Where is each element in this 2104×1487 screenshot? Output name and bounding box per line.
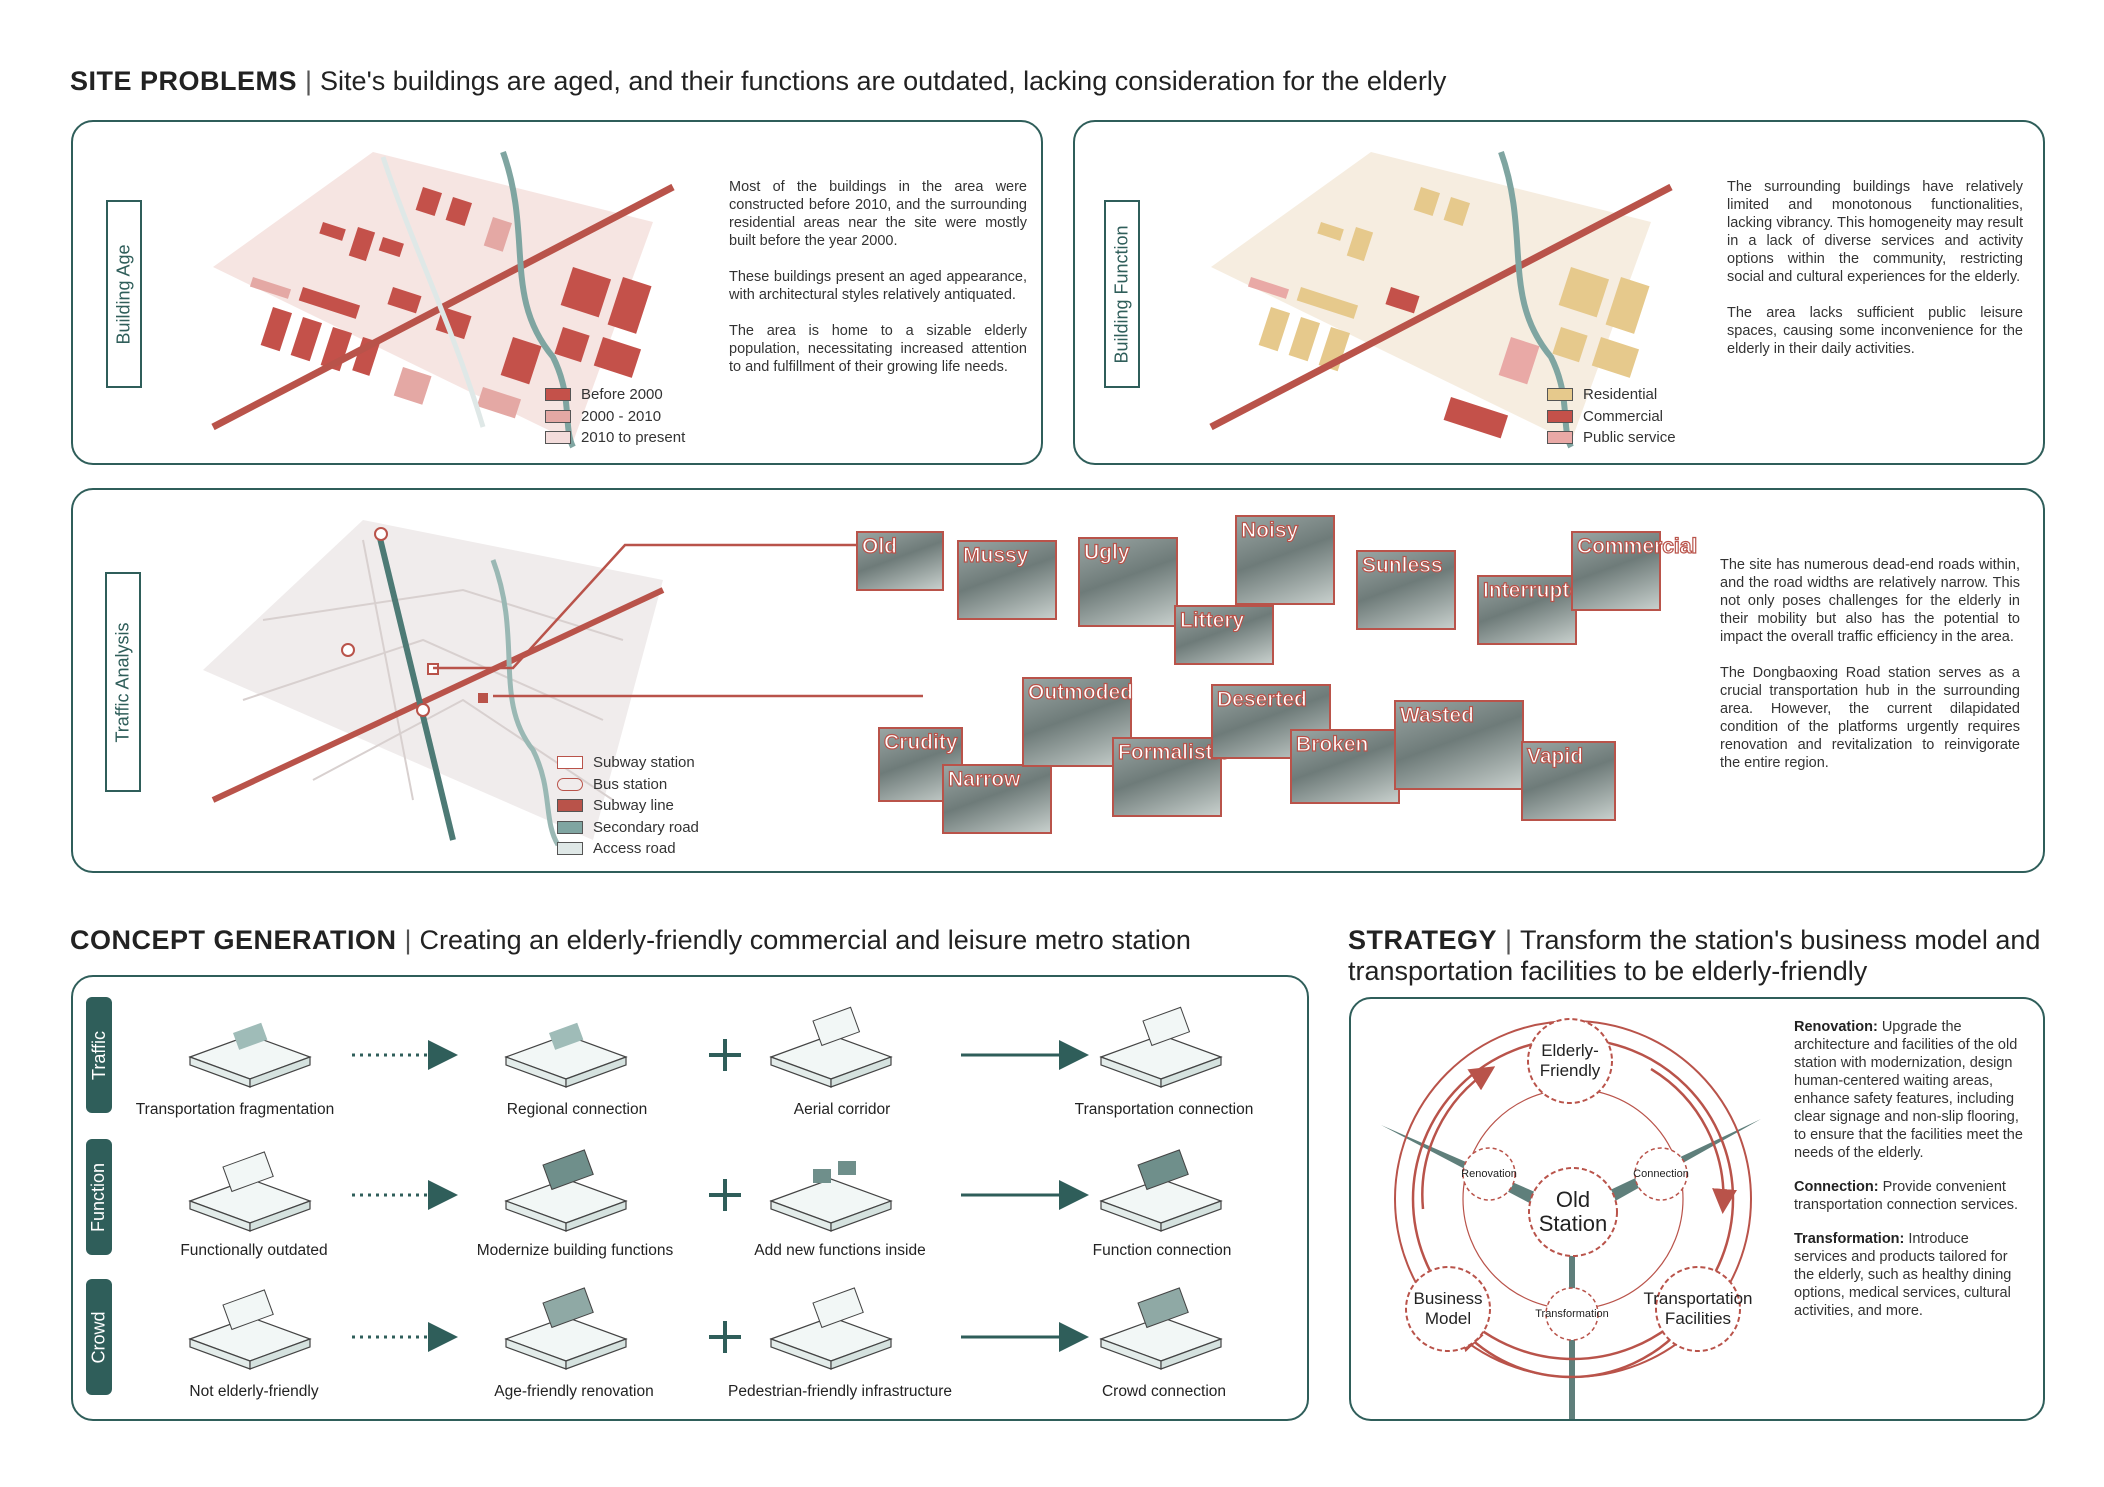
building-age-label: Building Age [106, 200, 142, 388]
strategy-item: Renovation: Upgrade the architecture and… [1794, 1019, 2023, 1161]
photo-broken: Broken [1290, 729, 1400, 804]
legend-item: Access road [557, 838, 699, 860]
concept-label: Add new functions inside [754, 1242, 926, 1259]
concept-label: Function connection [1092, 1242, 1232, 1259]
strategy-item: Transformation: Introduce services and p… [1794, 1231, 2012, 1319]
legend-item: Public service [1547, 427, 1676, 449]
concept-subtitle: Creating an elderly-friendly commercial … [419, 925, 1191, 955]
legend-item: Bus station [557, 774, 699, 796]
building-function-legend: Residential Commercial Public service [1547, 384, 1676, 449]
concept-label: Aerial corridor [793, 1101, 891, 1118]
concept-label: Transportation fragmentation [135, 1101, 335, 1118]
strategy-subtitle-line1: Transform the station's business model a… [1520, 925, 2041, 955]
concept-panel: Traffic Function Crowd [71, 975, 1309, 1421]
traffic-analysis-panel: Traffic Analysis Subway station Bus stat… [71, 488, 2045, 873]
concept-label: Functionally outdated [180, 1242, 328, 1259]
legend-item: Residential [1547, 384, 1676, 406]
photo-sunless: Sunless [1356, 550, 1456, 630]
concept-label: Transportation connection [1074, 1101, 1254, 1118]
tab-function: Function [86, 1139, 112, 1255]
legend-item: Commercial [1547, 406, 1676, 428]
photo-narrow: Narrow [942, 764, 1052, 834]
photo-old: Old [856, 531, 944, 591]
legend-item: 2000 - 2010 [545, 406, 685, 428]
node-renovation: Renovation [1461, 1168, 1517, 1180]
concept-heading: CONCEPT GENERATION | Creating an elderly-f… [70, 925, 1191, 955]
concept-diagram [189, 1006, 1222, 1370]
traffic-legend: Subway station Bus station Subway line S… [557, 752, 699, 860]
photo-commercial: Commercial [1571, 531, 1698, 611]
site-problems-title: SITE PROBLEMS [70, 66, 298, 96]
photo-formalistic: Formalistic [1112, 737, 1231, 817]
building-age-legend: Before 2000 2000 - 2010 2010 to present [545, 384, 685, 449]
legend-item: Subway line [557, 795, 699, 817]
concept-title: CONCEPT GENERATION [70, 925, 397, 955]
legend-item: Subway station [557, 752, 699, 774]
building-age-map [211, 151, 675, 449]
node-business-model: Business Model [1413, 1289, 1483, 1328]
node-transformation: Transformation [1535, 1308, 1609, 1320]
strategy-subtitle-line2: transportation facilities to be elderly-… [1348, 956, 1868, 986]
traffic-text: The site has numerous dead-end roads wit… [1720, 557, 2020, 771]
concept-label: Modernize building functions [476, 1242, 674, 1259]
photo-interrupted: Interrupted [1477, 575, 1594, 645]
site-problems-heading: SITE PROBLEMS | Site's buildings are aged,… [70, 66, 1447, 96]
tab-traffic: Traffic [86, 997, 112, 1113]
building-function-map [1209, 151, 1673, 449]
legend-item: Secondary road [557, 817, 699, 839]
photo-wasted: Wasted [1394, 700, 1524, 790]
photo-noisy: Noisy [1235, 515, 1335, 605]
traffic-analysis-label: Traffic Analysis [105, 572, 141, 792]
strategy-panel: Old Station Elderly- Friendly Business Mode… [1349, 997, 2045, 1421]
strategy-item: Connection: Provide convenient transport… [1794, 1179, 2019, 1213]
node-connection: Connection [1633, 1168, 1689, 1180]
strategy-text: Renovation: Upgrade the architecture and… [1794, 1018, 2024, 1336]
center-node: Old Station [1538, 1187, 1608, 1236]
concept-label: Crowd connection [1101, 1383, 1227, 1400]
node-transportation-facilities: Transportation Facilities [1643, 1289, 1753, 1328]
node-elderly-friendly: Elderly- Friendly [1539, 1041, 1601, 1080]
building-function-label: Building Function [1104, 200, 1140, 388]
building-age-text: Most of the buildings in the area were c… [729, 179, 1027, 375]
photo-littery: Littery [1174, 605, 1274, 665]
traffic-map [203, 520, 665, 847]
strategy-diagram [1381, 1018, 1761, 1419]
building-function-text: The surrounding buildings have relativel… [1727, 179, 2023, 357]
concept-label: Not elderly-friendly [189, 1383, 319, 1400]
concept-label: Age-friendly renovation [494, 1383, 654, 1400]
legend-item: Before 2000 [545, 384, 685, 406]
photo-mussy: Mussy [957, 540, 1057, 620]
photo-ugly: Ugly [1078, 537, 1178, 627]
strategy-heading: STRATEGY | Transform the station's busines… [1348, 925, 2041, 986]
traffic-connector-lines [433, 543, 923, 698]
building-function-panel: Building Function The surro [1073, 120, 2045, 465]
strategy-title: STRATEGY [1348, 925, 1498, 955]
site-problems-subtitle: Site's buildings are aged, and their fun… [320, 66, 1447, 96]
concept-label: Regional connection [506, 1101, 648, 1118]
building-age-panel: Building Age [71, 120, 1043, 465]
photo-vapid: Vapid [1521, 741, 1616, 821]
tab-crowd: Crowd [86, 1279, 112, 1395]
concept-label: Pedestrian-friendly infrastructure [728, 1383, 952, 1400]
legend-item: 2010 to present [545, 427, 685, 449]
